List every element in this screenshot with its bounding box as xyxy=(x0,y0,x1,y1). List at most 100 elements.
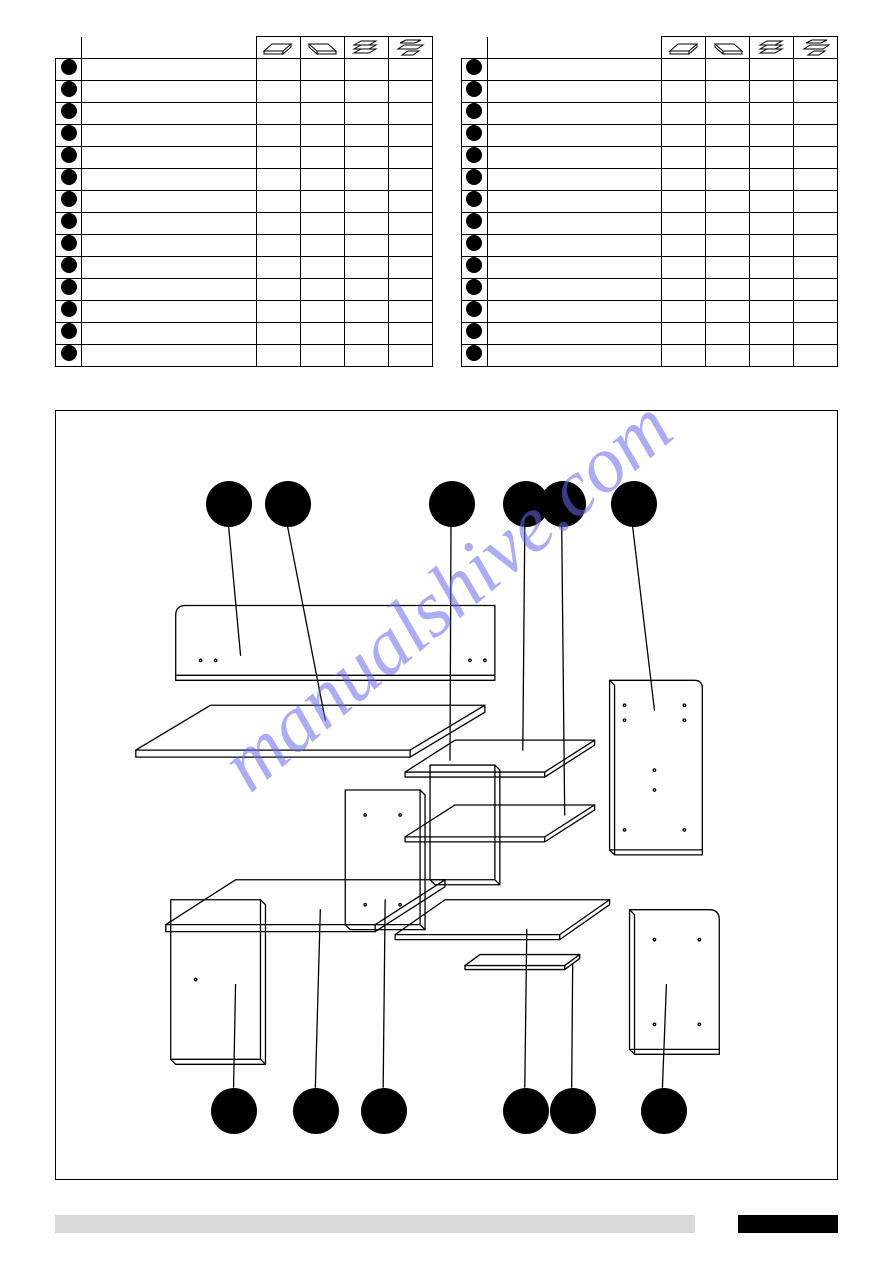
row-c4 xyxy=(794,81,838,103)
row-c2 xyxy=(300,323,344,345)
bullet-icon xyxy=(466,257,482,273)
bullet-icon xyxy=(61,301,77,317)
exploded-diagram xyxy=(55,410,838,1180)
row-c3 xyxy=(344,279,388,301)
table-row xyxy=(56,191,433,213)
callout-bottom-6 xyxy=(641,1088,687,1134)
row-c3 xyxy=(750,59,794,81)
row-bullet xyxy=(56,323,82,345)
row-c1 xyxy=(662,235,706,257)
bullet-icon xyxy=(61,103,77,119)
row-c2 xyxy=(300,301,344,323)
row-c1 xyxy=(662,191,706,213)
bullet-icon xyxy=(466,235,482,251)
bullet-icon xyxy=(61,257,77,273)
row-c4 xyxy=(794,147,838,169)
bullet-icon xyxy=(466,81,482,97)
row-c4 xyxy=(388,147,432,169)
row-name xyxy=(82,125,257,147)
row-c1 xyxy=(256,191,300,213)
row-c3 xyxy=(344,345,388,367)
callout-bottom-5 xyxy=(550,1088,596,1134)
parts-tables-row xyxy=(55,36,838,367)
header-empty-bullet xyxy=(56,37,82,59)
row-bullet xyxy=(461,345,487,367)
row-c2 xyxy=(706,169,750,191)
row-bullet xyxy=(56,59,82,81)
row-c3 xyxy=(750,323,794,345)
bullet-icon xyxy=(466,169,482,185)
row-bullet xyxy=(56,345,82,367)
callout-bottom-2 xyxy=(293,1088,339,1134)
table-row xyxy=(56,213,433,235)
row-c3 xyxy=(344,125,388,147)
row-c1 xyxy=(256,59,300,81)
row-c3 xyxy=(344,301,388,323)
row-c2 xyxy=(706,323,750,345)
row-c4 xyxy=(794,125,838,147)
row-c4 xyxy=(388,345,432,367)
row-name xyxy=(82,169,257,191)
row-c2 xyxy=(300,235,344,257)
row-c1 xyxy=(662,257,706,279)
callout-top-2 xyxy=(265,481,311,527)
row-c1 xyxy=(662,169,706,191)
table-row xyxy=(461,301,838,323)
row-c2 xyxy=(300,103,344,125)
row-c4 xyxy=(794,279,838,301)
table-header-row xyxy=(461,37,838,59)
row-c3 xyxy=(344,191,388,213)
row-c2 xyxy=(300,169,344,191)
row-c1 xyxy=(662,147,706,169)
row-name xyxy=(487,191,662,213)
row-c2 xyxy=(300,279,344,301)
bullet-icon xyxy=(61,191,77,207)
row-name xyxy=(487,235,662,257)
row-c2 xyxy=(706,257,750,279)
row-c2 xyxy=(706,81,750,103)
bullet-icon xyxy=(61,345,77,361)
row-name xyxy=(82,213,257,235)
table-row xyxy=(461,125,838,147)
row-c3 xyxy=(344,257,388,279)
row-c2 xyxy=(706,191,750,213)
table-row xyxy=(461,279,838,301)
header-icon-stack-alt xyxy=(388,37,432,59)
row-c3 xyxy=(344,235,388,257)
row-name xyxy=(487,169,662,191)
row-name xyxy=(82,81,257,103)
row-c1 xyxy=(662,81,706,103)
row-c3 xyxy=(344,59,388,81)
bullet-icon xyxy=(61,279,77,295)
row-name xyxy=(82,279,257,301)
row-c3 xyxy=(750,125,794,147)
row-c4 xyxy=(794,59,838,81)
bullet-icon xyxy=(466,125,482,141)
row-c1 xyxy=(256,345,300,367)
table-header-row xyxy=(56,37,433,59)
table-row xyxy=(56,59,433,81)
table-row xyxy=(461,191,838,213)
row-c2 xyxy=(706,213,750,235)
row-name xyxy=(487,213,662,235)
header-icon-panel-left xyxy=(706,37,750,59)
row-c4 xyxy=(794,301,838,323)
callout-bottom-3 xyxy=(361,1088,407,1134)
table-row xyxy=(461,257,838,279)
header-empty-bullet xyxy=(461,37,487,59)
bullet-icon xyxy=(466,323,482,339)
table-row xyxy=(461,81,838,103)
row-c1 xyxy=(256,323,300,345)
row-c3 xyxy=(344,213,388,235)
row-c1 xyxy=(256,103,300,125)
row-name xyxy=(82,235,257,257)
header-icon-panel-right xyxy=(256,37,300,59)
row-bullet xyxy=(461,235,487,257)
callout-top-6 xyxy=(611,481,657,527)
row-c4 xyxy=(794,169,838,191)
table-row xyxy=(56,301,433,323)
row-c3 xyxy=(750,279,794,301)
row-bullet xyxy=(56,191,82,213)
row-c1 xyxy=(256,81,300,103)
row-c2 xyxy=(300,345,344,367)
